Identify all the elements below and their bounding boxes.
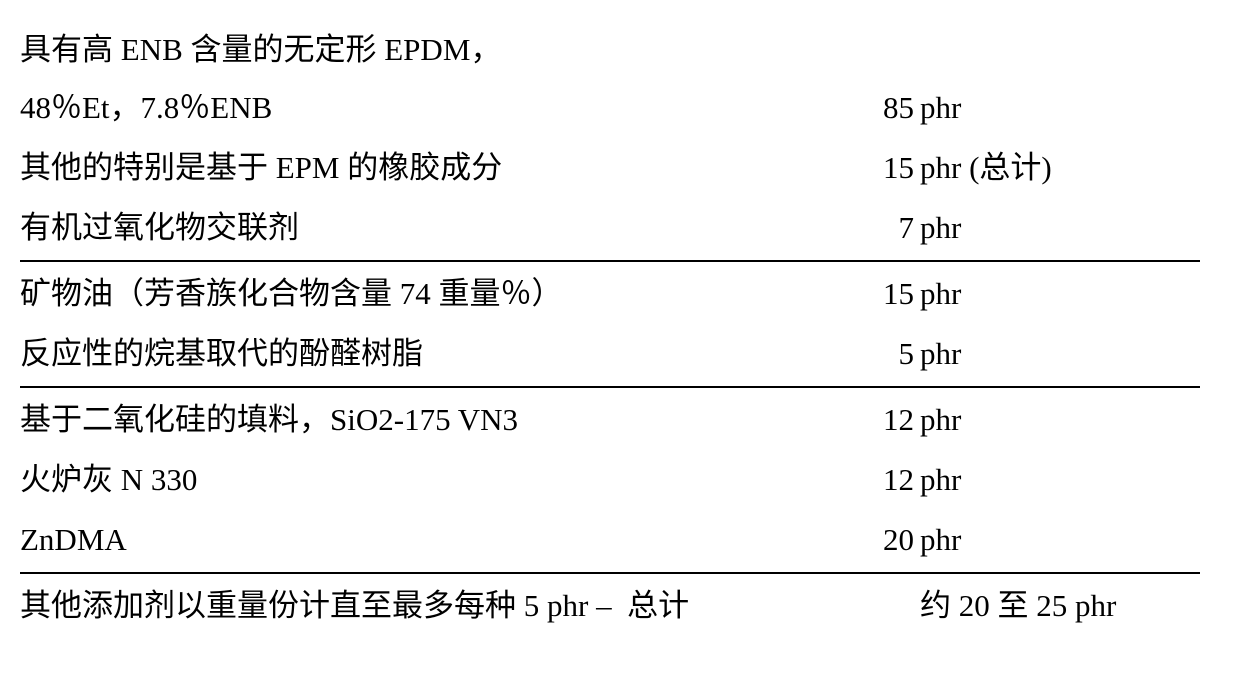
amount: 12 (844, 402, 914, 438)
row-epdm-header: 具有高 ENB 含量的无定形 EPDM， (20, 20, 1200, 78)
amount: 15 (844, 150, 914, 186)
unit: phr (总计) (914, 142, 1200, 187)
unit: phr (914, 462, 1200, 498)
row-epm-rubber: 其他的特别是基于 EPM 的橡胶成分 15 phr (总计) (20, 138, 1200, 198)
rule-3 (20, 572, 1200, 574)
row-epdm-detail: 48％Et，7.8％ENB 85 phr (20, 78, 1200, 138)
row-mineral-oil: 矿物油（芳香族化合物含量 74 重量％） 15 phr (20, 264, 1200, 324)
unit: 约 20 至 25 phr (914, 580, 1200, 625)
unit: phr (914, 276, 1200, 312)
unit: phr (914, 90, 1200, 126)
amount: 7 (844, 210, 914, 246)
desc: 48％Et，7.8％ENB (20, 78, 800, 138)
row-phenolic-resin: 反应性的烷基取代的酚醛树脂 5 phr (20, 324, 1200, 384)
desc: 有机过氧化物交联剂 (20, 198, 800, 258)
amount: 15 (844, 276, 914, 312)
desc: 反应性的烷基取代的酚醛树脂 (20, 324, 800, 384)
value: 约 20 至 25 phr (800, 580, 1200, 625)
value: 12 phr (800, 402, 1200, 438)
desc: 基于二氧化硅的填料，SiO2-175 VN3 (20, 390, 800, 450)
value: 12 phr (800, 462, 1200, 498)
formulation-table: 具有高 ENB 含量的无定形 EPDM， 48％Et，7.8％ENB 85 ph… (0, 0, 1240, 656)
desc: 其他添加剂以重量份计直至最多每种 5 phr – 总计 (20, 576, 800, 636)
desc: 矿物油（芳香族化合物含量 74 重量％） (20, 264, 800, 324)
value: 85 phr (800, 90, 1200, 126)
rule-1 (20, 260, 1200, 262)
unit: phr (914, 402, 1200, 438)
value: 15 phr (800, 276, 1200, 312)
row-furnace-ash: 火炉灰 N 330 12 phr (20, 450, 1200, 510)
row-other-additives: 其他添加剂以重量份计直至最多每种 5 phr – 总计 约 20 至 25 ph… (20, 576, 1200, 636)
unit: phr (914, 522, 1200, 558)
desc: 具有高 ENB 含量的无定形 EPDM， (20, 20, 800, 80)
rule-2 (20, 386, 1200, 388)
desc: 其他的特别是基于 EPM 的橡胶成分 (20, 138, 800, 198)
unit: phr (914, 336, 1200, 372)
amount: 5 (844, 336, 914, 372)
value: 5 phr (800, 336, 1200, 372)
row-peroxide: 有机过氧化物交联剂 7 phr (20, 198, 1200, 258)
desc: 火炉灰 N 330 (20, 450, 800, 510)
row-silica-filler: 基于二氧化硅的填料，SiO2-175 VN3 12 phr (20, 390, 1200, 450)
row-zndma: ZnDMA 20 phr (20, 510, 1200, 570)
desc: ZnDMA (20, 510, 800, 570)
amount: 85 (844, 90, 914, 126)
unit: phr (914, 210, 1200, 246)
amount: 12 (844, 462, 914, 498)
value: 15 phr (总计) (800, 142, 1200, 187)
value: 20 phr (800, 522, 1200, 558)
value: 7 phr (800, 210, 1200, 246)
amount: 20 (844, 522, 914, 558)
